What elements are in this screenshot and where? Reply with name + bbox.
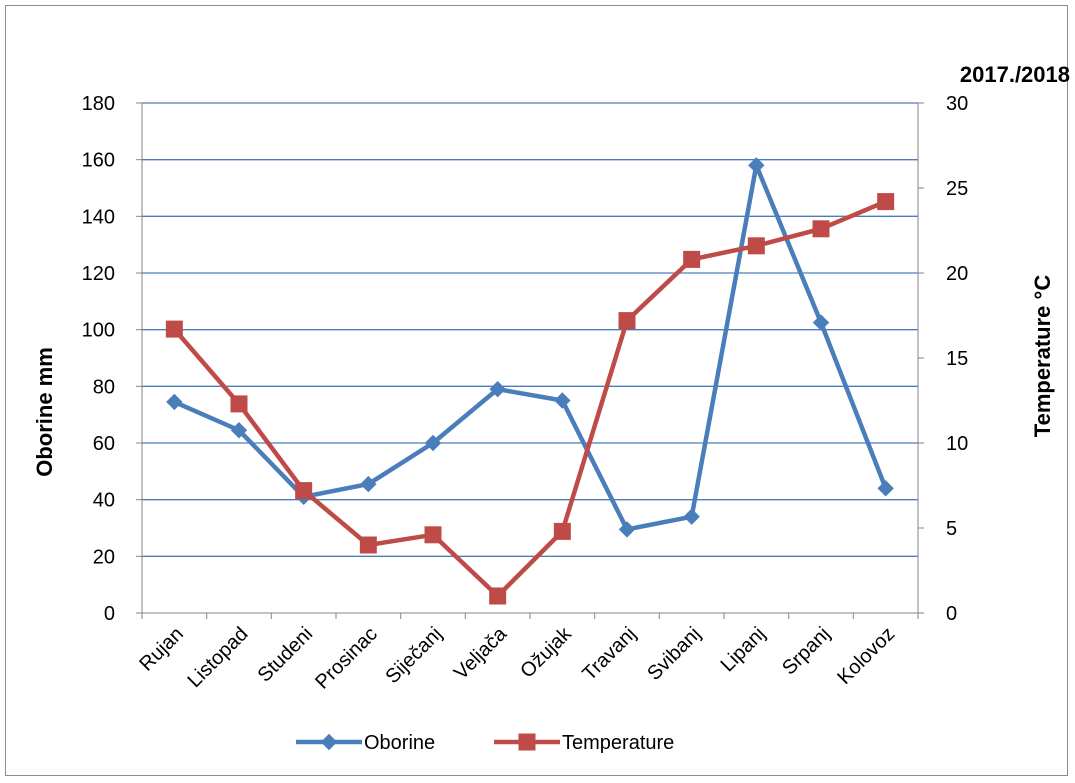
temperature-point bbox=[230, 395, 248, 413]
chart-frame bbox=[5, 5, 1068, 776]
y2-axis-title: Temperature °C bbox=[1030, 275, 1055, 438]
x-tick-label: Srpanj bbox=[778, 623, 834, 679]
x-tick-label: Prosinac bbox=[311, 623, 382, 694]
left-tick-label: 40 bbox=[93, 490, 115, 512]
left-tick-label: 100 bbox=[82, 320, 115, 342]
legend-marker bbox=[518, 733, 536, 751]
gridlines bbox=[142, 102, 918, 557]
temperature-point bbox=[424, 526, 442, 544]
temperature-point bbox=[295, 482, 313, 500]
temperature-point bbox=[812, 220, 830, 238]
temperature-point bbox=[165, 320, 183, 338]
oborine-point bbox=[230, 422, 248, 439]
x-tick-label: Studeni bbox=[254, 623, 318, 687]
series-group bbox=[165, 157, 895, 605]
temperature-line bbox=[172, 199, 887, 599]
oborine-point bbox=[683, 508, 700, 525]
legend-item-oborine: Oborine bbox=[296, 732, 435, 754]
oborine-point bbox=[812, 314, 830, 331]
y-axis-title: Oborine mm bbox=[32, 347, 57, 477]
oborine-point bbox=[489, 380, 506, 398]
temperature-series bbox=[165, 193, 895, 605]
chart-title: 2017./2018 bbox=[960, 62, 1070, 87]
left-tick-label: 120 bbox=[82, 263, 115, 285]
x-tick-label: Kolovoz bbox=[833, 623, 899, 689]
x-tick-label: Rujan bbox=[135, 623, 188, 676]
right-tick-label: 30 bbox=[946, 93, 968, 115]
x-tick-label: Ožujak bbox=[516, 622, 576, 682]
left-tick-label: 160 bbox=[82, 150, 115, 172]
oborine-series bbox=[166, 157, 894, 538]
right-tick-label: 25 bbox=[946, 178, 968, 200]
x-tick-label: Listopad bbox=[184, 623, 253, 692]
left-tick-label: 140 bbox=[82, 206, 115, 228]
oborine-point bbox=[166, 393, 183, 411]
x-tick-label: Lipanj bbox=[717, 623, 770, 676]
x-tick-label: Siječanj bbox=[381, 623, 446, 688]
left-tick-label: 0 bbox=[104, 603, 115, 625]
oborine-point bbox=[424, 434, 442, 452]
temperature-point bbox=[683, 250, 701, 268]
right-tick-label: 5 bbox=[946, 518, 957, 540]
temperature-point bbox=[618, 312, 636, 330]
left-tick-label: 20 bbox=[93, 546, 115, 568]
left-tick-label: 60 bbox=[93, 433, 115, 455]
oborine-line bbox=[173, 163, 888, 532]
legend-marker bbox=[320, 733, 338, 751]
legend-label: Oborine bbox=[364, 732, 435, 754]
temperature-point bbox=[747, 237, 765, 255]
oborine-point bbox=[748, 157, 765, 174]
legend-label: Temperature bbox=[562, 732, 674, 754]
left-tick-label: 80 bbox=[93, 376, 115, 398]
right-tick-label: 0 bbox=[946, 603, 957, 625]
axes bbox=[136, 102, 924, 619]
temperature-point bbox=[877, 193, 895, 211]
left-tick-label: 180 bbox=[82, 93, 115, 115]
oborine-point bbox=[360, 475, 377, 493]
right-tick-label: 15 bbox=[946, 348, 968, 370]
right-axis-ticks: 0 5 10 15 20 25 30 bbox=[946, 93, 968, 625]
oborine-point bbox=[877, 480, 894, 497]
x-tick-label: Svibanj bbox=[643, 623, 705, 685]
x-tick-label: Travanj bbox=[578, 623, 640, 685]
legend: Oborine Temperature bbox=[296, 732, 674, 754]
temperature-point bbox=[489, 587, 507, 605]
temperature-point bbox=[359, 536, 377, 554]
oborine-point bbox=[618, 521, 636, 538]
x-tick-label: Veljača bbox=[450, 622, 512, 684]
temperature-point bbox=[553, 522, 571, 540]
right-tick-label: 10 bbox=[946, 433, 968, 455]
oborine-point bbox=[554, 392, 571, 409]
right-tick-label: 20 bbox=[946, 263, 968, 285]
legend-item-temperature: Temperature bbox=[494, 732, 674, 754]
left-axis-ticks: 0 20 40 60 80 100 120 140 160 180 bbox=[82, 93, 115, 625]
